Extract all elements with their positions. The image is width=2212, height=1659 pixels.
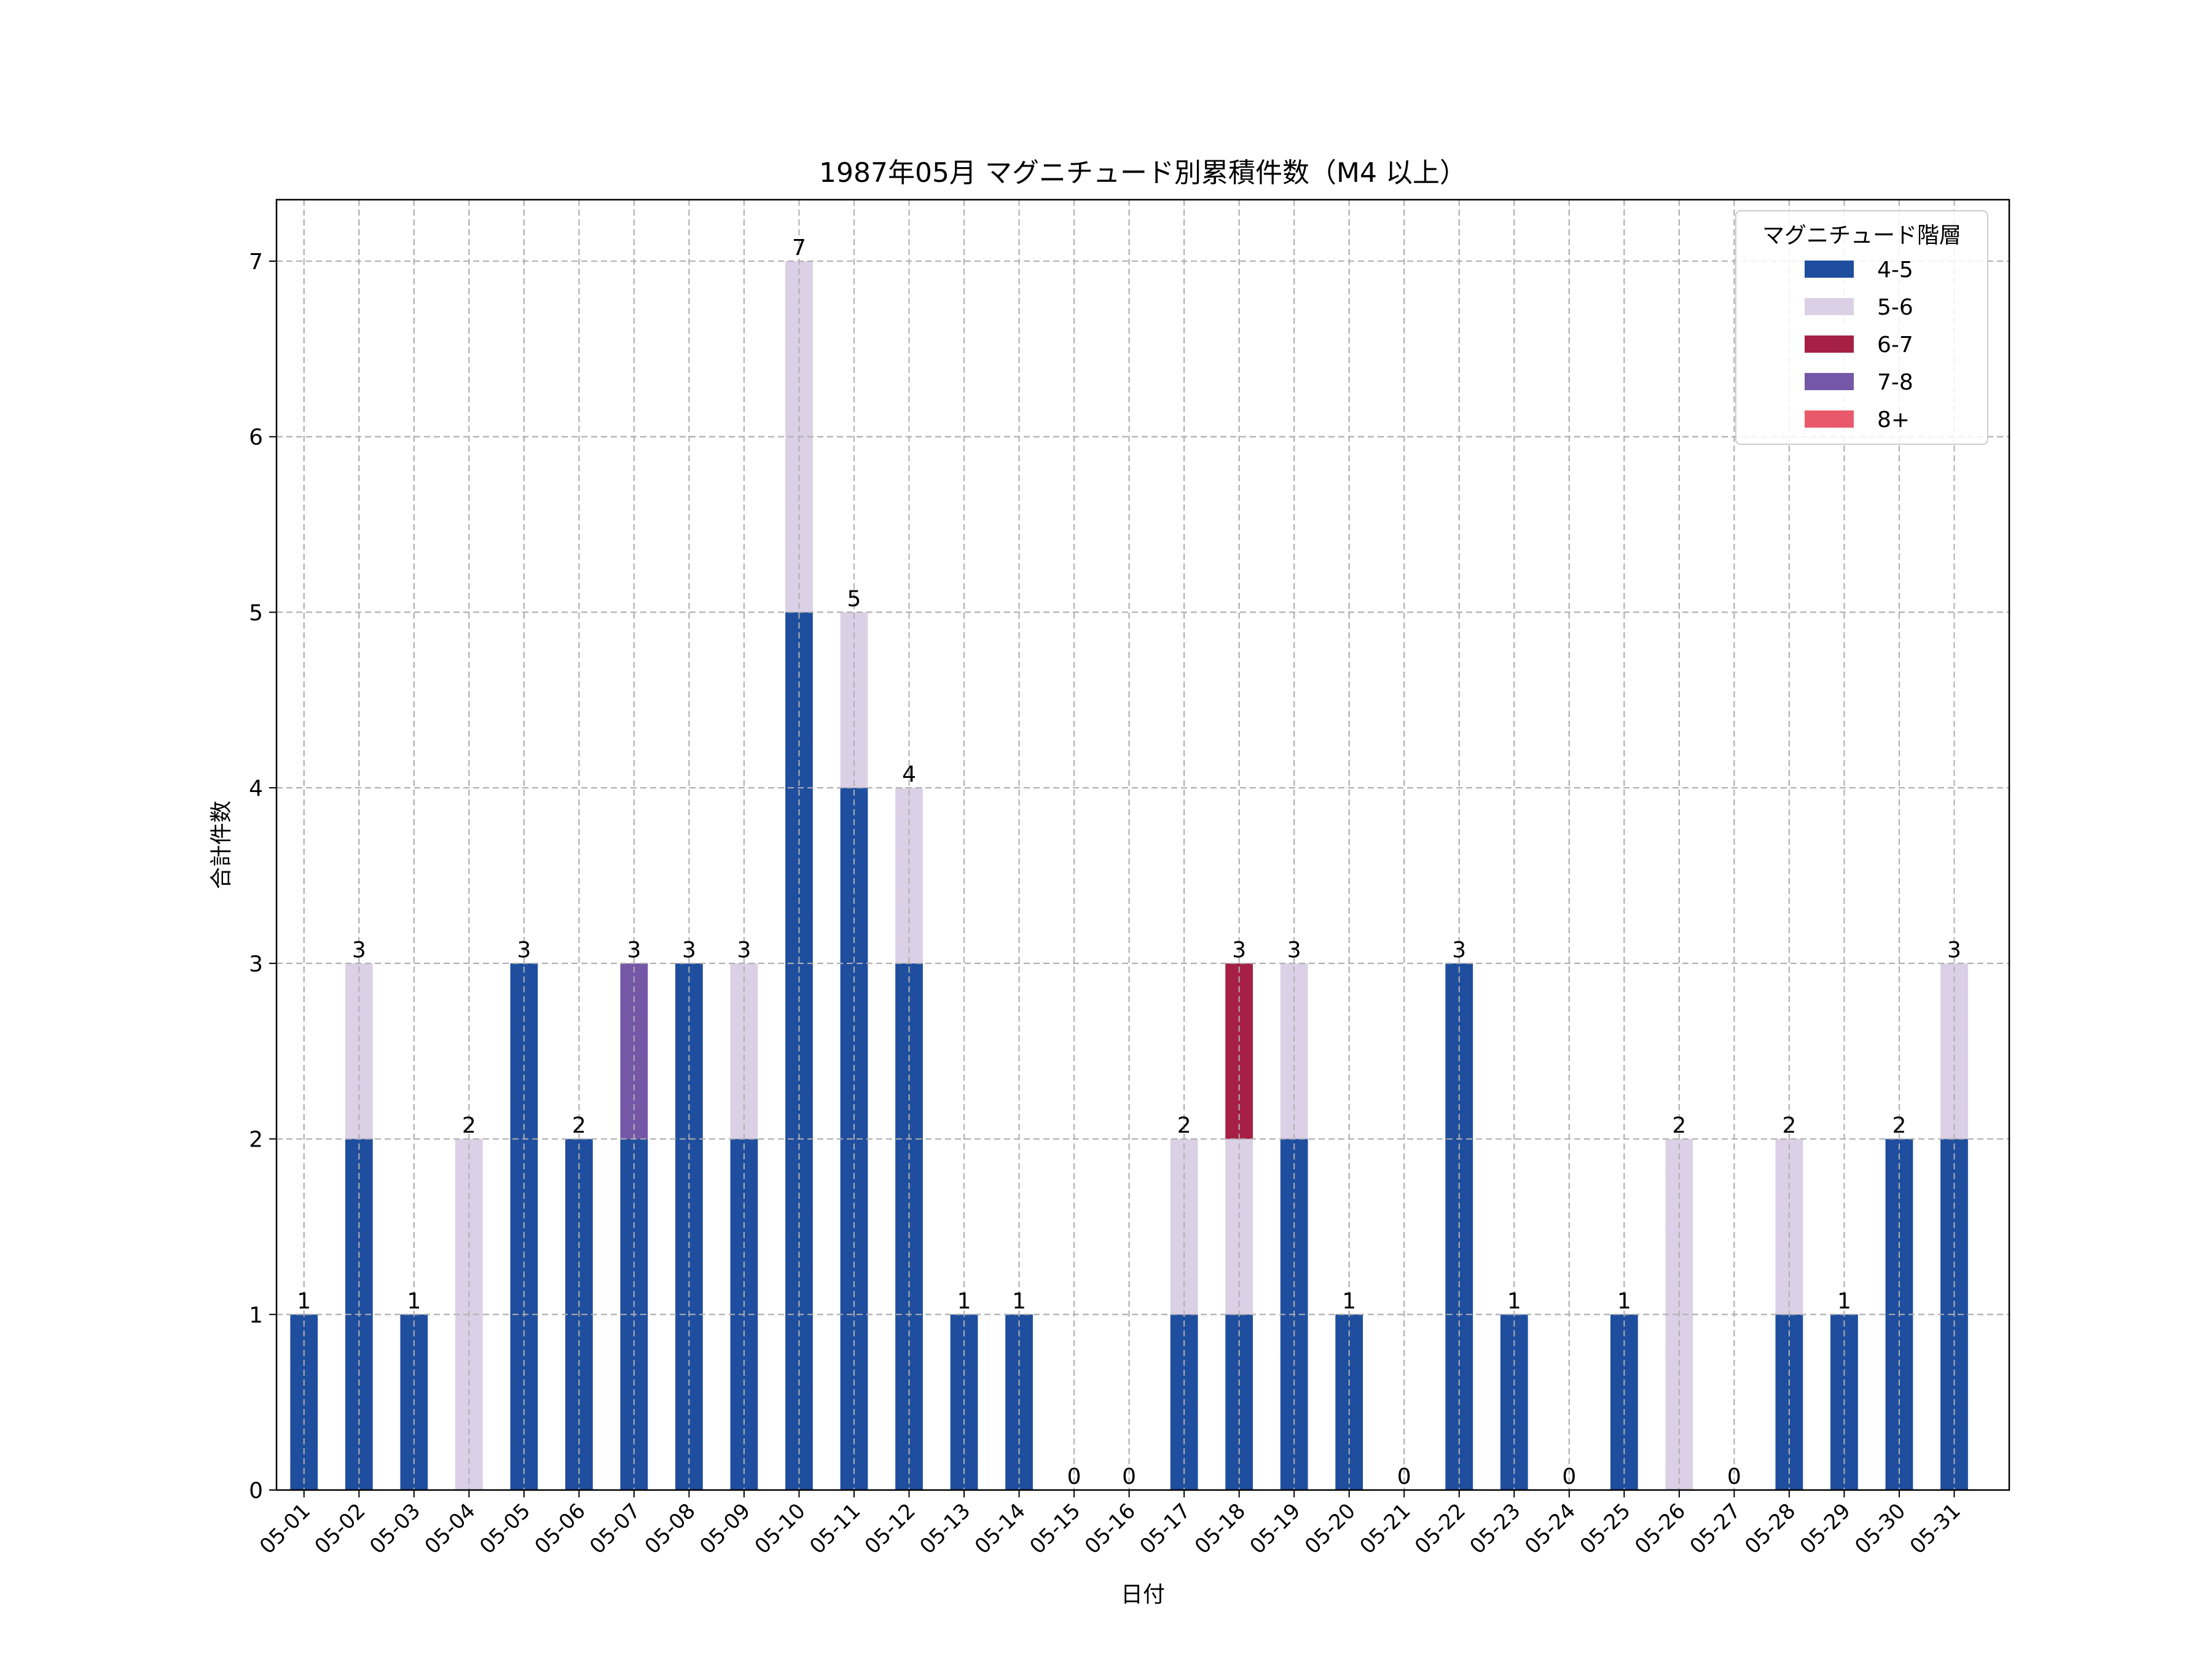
legend-swatch-6-7 [1805, 335, 1854, 353]
legend-swatch-5-6 [1805, 298, 1854, 315]
total-label: 1 [1012, 1288, 1026, 1314]
total-label: 4 [902, 762, 916, 787]
plot-frame [275, 198, 2010, 1491]
total-label: 1 [1837, 1288, 1851, 1314]
y-tick-label: 0 [249, 1478, 263, 1504]
y-tick-label: 3 [249, 952, 263, 977]
total-label: 2 [572, 1113, 586, 1139]
total-label: 0 [1727, 1464, 1741, 1489]
legend-label-5-6: 5-6 [1877, 295, 1913, 320]
legend-box [1735, 210, 1988, 445]
y-tick-label: 7 [249, 249, 263, 275]
total-label: 2 [1672, 1113, 1686, 1139]
total-label: 1 [957, 1288, 971, 1314]
chart-title: 1987年05月 マグニチュード別累積件数（M4 以上） [819, 157, 1467, 189]
y-axis: 0 1 2 3 4 5 6 7 [249, 249, 276, 1504]
total-label: 3 [1232, 938, 1246, 963]
total-label: 3 [627, 938, 641, 963]
y-tick-label: 2 [249, 1128, 263, 1153]
total-label: 3 [1947, 938, 1961, 963]
y-tick-label: 1 [249, 1303, 263, 1328]
legend: マグニチュード階層 4-5 5-6 6-7 7-8 8+ [1735, 210, 1988, 445]
legend-label-7-8: 7-8 [1877, 370, 1913, 395]
total-label: 1 [1617, 1288, 1631, 1314]
legend-swatch-8+ [1805, 410, 1854, 428]
legend-swatch-7-8 [1805, 373, 1854, 390]
legend-label-8+: 8+ [1877, 407, 1910, 433]
legend-label-6-7: 6-7 [1877, 332, 1913, 358]
total-label: 3 [1452, 938, 1466, 963]
total-label: 3 [517, 938, 531, 963]
total-labels: 1 3 1 2 3 2 3 3 3 7 5 4 1 1 0 0 2 3 3 1 0 3 1 0 1 2 0 2 1 2 3 [297, 235, 1961, 1489]
total-label: 5 [847, 586, 861, 611]
total-label: 2 [1892, 1113, 1906, 1139]
x-axis-label: 日付 [1121, 1582, 1165, 1607]
bars [276, 200, 2009, 1491]
total-label: 3 [737, 938, 751, 963]
total-label: 0 [1562, 1464, 1576, 1489]
total-label: 1 [297, 1288, 311, 1314]
y-tick-label: 6 [249, 425, 263, 450]
total-label: 1 [1507, 1288, 1521, 1314]
total-label: 3 [1287, 938, 1301, 963]
total-label: 7 [792, 235, 806, 261]
total-label: 2 [462, 1113, 476, 1139]
y-axis-label: 合計件数 [209, 801, 234, 889]
y-tick-label: 4 [249, 776, 263, 801]
bar-segment-05-11-5-6 [840, 612, 868, 788]
total-label: 2 [1177, 1113, 1191, 1139]
legend-swatch-4-5 [1805, 261, 1854, 278]
total-label: 1 [1342, 1288, 1356, 1314]
bar-segment-05-12-5-6 [895, 788, 923, 963]
total-label: 3 [352, 938, 366, 963]
grid-overlay [276, 200, 2009, 1491]
y-tick-label: 5 [249, 600, 263, 626]
total-label: 0 [1122, 1464, 1136, 1489]
total-label: 2 [1782, 1113, 1796, 1139]
total-label: 0 [1397, 1464, 1411, 1489]
total-label: 3 [682, 938, 696, 963]
legend-title: マグニチュード階層 [1762, 223, 1961, 248]
total-label: 1 [407, 1288, 421, 1314]
total-label: 0 [1067, 1464, 1081, 1489]
legend-label-4-5: 4-5 [1877, 257, 1913, 283]
